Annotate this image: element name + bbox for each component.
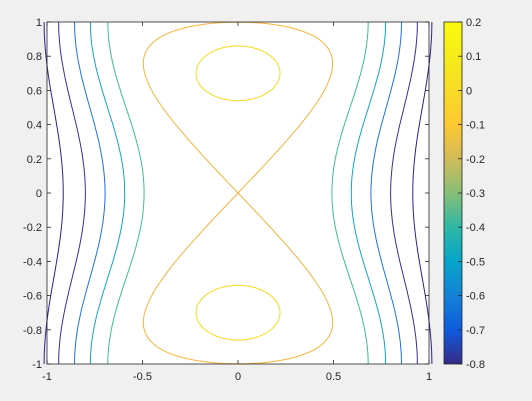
contour-line (107, 21, 145, 365)
y-axis-ticks: -1 -0.8 -0.6 -0.4 -0.2 0 0.2 0.4 0.6 0.8 1 (23, 17, 429, 371)
y-tick-label: -0.8 (23, 325, 42, 337)
colorbar-tick-label: -0.4 (466, 222, 485, 234)
contour-line (58, 22, 86, 364)
contour-line (74, 21, 106, 365)
colorbar-tick-label: 0 (466, 85, 472, 97)
y-tick-label: -0.6 (23, 291, 42, 303)
y-tick-label: 0.6 (27, 85, 42, 97)
x-tick-label: -0.5 (133, 371, 152, 383)
colorbar-tick-label: -0.7 (466, 325, 485, 337)
colorbar-tick-label: -0.6 (466, 291, 485, 303)
y-tick-label: -0.2 (23, 222, 42, 234)
x-tick-label: -1 (42, 371, 52, 383)
x-axis-ticks: -1 -0.5 0 0.5 1 (42, 22, 432, 383)
colorbar-tick-label: -0.5 (466, 256, 485, 268)
y-tick-label: 0.2 (27, 154, 42, 166)
contour-line-separatrix (142, 21, 334, 365)
colorbar-tick-label: -0.1 (466, 120, 485, 132)
contour-line-island (195, 45, 281, 102)
colorbar-tick-label: -0.8 (466, 359, 485, 371)
y-tick-label: -0.4 (23, 256, 42, 268)
contour-line (350, 21, 387, 365)
contour-line (370, 21, 402, 365)
contour-line (412, 21, 433, 365)
y-tick-label: 0 (36, 188, 42, 200)
colorbar-tick-label: 0.2 (466, 17, 481, 29)
x-tick-label: 0 (235, 371, 241, 383)
contour-line (89, 21, 126, 365)
x-tick-label: 0.5 (326, 371, 341, 383)
y-tick-label: 1 (36, 17, 42, 29)
contour-line (43, 21, 64, 365)
colorbar-tick-label: -0.2 (466, 154, 485, 166)
contour-line (331, 21, 369, 365)
colorbar-ticks: 0.2 0.1 0 -0.1 -0.2 -0.3 -0.4 -0.5 -0.6 -0.7 -0.8 (458, 17, 485, 371)
y-tick-label: 0.8 (27, 51, 42, 63)
y-tick-label: 0.4 (27, 120, 42, 132)
contour-lines (43, 21, 433, 365)
colorbar-tick-label: -0.3 (466, 188, 485, 200)
y-tick-label: -1 (32, 359, 42, 371)
contour-line (390, 22, 418, 364)
colorbar-tick-label: 0.1 (466, 51, 481, 63)
contour-line-island (195, 284, 281, 341)
x-tick-label: 1 (426, 371, 432, 383)
